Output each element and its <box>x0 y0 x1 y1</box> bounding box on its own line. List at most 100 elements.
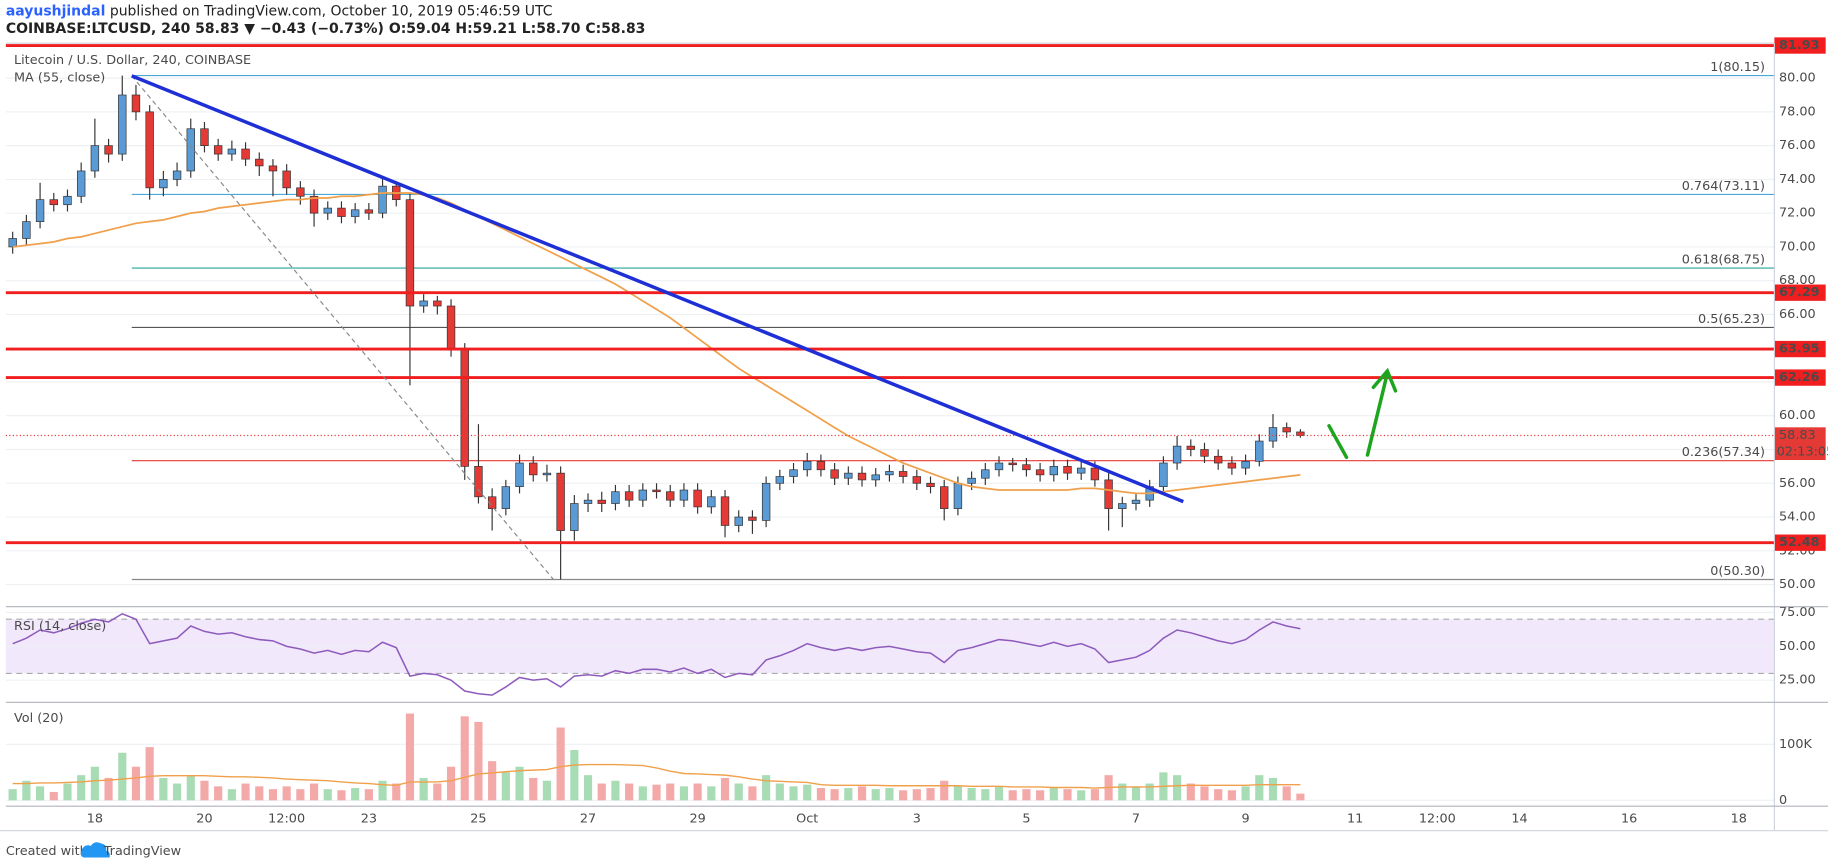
volume-bar <box>433 783 442 801</box>
fib-label: 0.764(73.11) <box>1682 179 1765 194</box>
volume-bar <box>405 713 415 801</box>
last-price-label: 58.83 <box>1779 428 1816 443</box>
volume-bar <box>200 780 209 801</box>
volume-bar <box>1296 793 1305 801</box>
y-tick-label: 0 <box>1779 793 1787 808</box>
candle-body <box>1172 445 1182 464</box>
candle-body <box>803 460 812 471</box>
volume-bar <box>446 766 456 801</box>
candle-body <box>309 195 319 214</box>
candle-body <box>1241 460 1250 469</box>
volume-bar <box>556 727 565 801</box>
volume-bar <box>255 786 264 801</box>
volume-bar <box>419 777 428 801</box>
candle-body <box>323 207 332 214</box>
arrow-up-stroke <box>1365 371 1390 457</box>
volume-bar <box>830 789 839 801</box>
candle-body <box>49 199 58 206</box>
volume-bar <box>885 788 894 801</box>
x-tick-label: 12:00 <box>268 811 305 826</box>
volume-bar <box>145 747 154 801</box>
candle-body <box>761 482 771 521</box>
candle-body <box>912 476 922 484</box>
candle-body <box>857 472 867 481</box>
candle-body <box>981 469 990 479</box>
trend-line <box>131 74 1184 504</box>
candle-body <box>487 496 497 509</box>
chart-title: Litecoin / U.S. Dollar, 240, COINBASE <box>14 53 251 68</box>
candle-body <box>542 472 552 476</box>
volume-bar <box>1268 777 1278 801</box>
candle-body <box>1049 466 1059 476</box>
volume-bar <box>1173 775 1182 801</box>
author[interactable]: aayushjindal <box>6 4 106 20</box>
volume-bar <box>159 777 168 801</box>
candle-body <box>200 128 209 146</box>
candle-body <box>405 199 415 307</box>
volume-bar <box>90 766 99 801</box>
level-label: 81.93 <box>1779 38 1820 53</box>
volume-bar <box>460 716 469 801</box>
brand[interactable]: TradingView <box>103 844 181 859</box>
candle-body <box>378 185 387 214</box>
candle-body <box>474 466 483 498</box>
x-tick-label: 23 <box>361 811 377 826</box>
volume-bar <box>323 789 332 801</box>
level-label: 62.26 <box>1779 370 1820 385</box>
volume-bar <box>1227 790 1236 801</box>
x-tick-label: 14 <box>1511 811 1527 826</box>
volume-bar <box>1008 790 1017 801</box>
volume-ma <box>12 763 1301 789</box>
volume-bar <box>488 761 497 801</box>
volume-bar <box>1145 783 1154 801</box>
candle-body <box>501 486 511 509</box>
volume-bar <box>542 780 552 801</box>
x-tick-label: 29 <box>689 811 705 826</box>
volume-bar <box>707 786 716 801</box>
candle-body <box>104 145 113 155</box>
level-label-box <box>1774 369 1826 386</box>
volume-bar <box>378 780 387 801</box>
level-label: 52.48 <box>1779 535 1820 550</box>
candle-body <box>1118 503 1127 509</box>
volume-bar <box>63 783 72 801</box>
volume-bar <box>981 789 990 801</box>
candle-body <box>871 474 880 481</box>
volume-bar <box>803 784 812 801</box>
candle-body <box>1104 479 1113 509</box>
candle-body <box>994 462 1004 471</box>
volume-bar <box>35 786 45 801</box>
legend-entry: MA (55, close) <box>14 71 105 86</box>
candle-body <box>940 486 949 509</box>
volume-bar <box>296 789 305 801</box>
candle-body <box>611 491 620 504</box>
x-tick-label: 11 <box>1347 811 1363 826</box>
volume-bar <box>529 777 538 801</box>
volume-bar <box>1241 786 1250 801</box>
volume-bar <box>268 789 278 801</box>
candle-body <box>76 170 86 197</box>
volume-bar <box>364 789 373 801</box>
volume-bar <box>679 786 689 801</box>
volume-bar <box>1077 790 1086 801</box>
volume-bar <box>392 783 401 801</box>
candle-body <box>1022 464 1031 471</box>
y-tick-label: 60.00 <box>1779 408 1816 423</box>
created-with: Created with <box>6 844 88 859</box>
candle-body <box>186 128 195 172</box>
volume-bar <box>1282 786 1291 801</box>
candle-body <box>652 489 661 493</box>
volume-bar <box>816 788 826 801</box>
candle-body <box>1255 440 1264 462</box>
volume-bar <box>1200 786 1209 801</box>
main-layer <box>5 44 1775 801</box>
pane-title: Vol (20) <box>14 711 64 726</box>
y-tick-label: 72.00 <box>1779 206 1816 221</box>
volume-bar <box>8 789 17 801</box>
candle-body <box>118 94 127 155</box>
candle-body <box>296 187 305 197</box>
candle-body <box>789 469 798 477</box>
candle-body <box>734 516 743 526</box>
candle-body <box>159 179 168 189</box>
